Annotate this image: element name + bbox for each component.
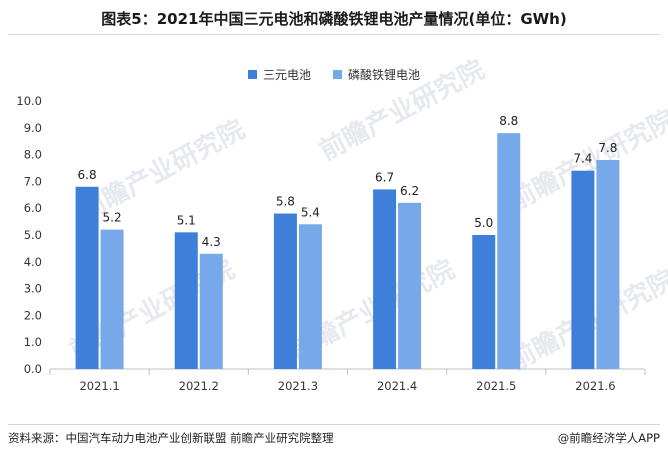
bar-ternary-2021.4 bbox=[373, 189, 397, 369]
y-tick-label: 10.0 bbox=[16, 94, 42, 108]
legend-label-series-2: 磷酸铁锂电池 bbox=[348, 68, 421, 82]
data-label: 6.7 bbox=[375, 170, 394, 184]
y-tick-label: 9.0 bbox=[24, 121, 42, 135]
bar-ternary-2021.2 bbox=[174, 232, 198, 369]
y-tick-label: 8.0 bbox=[24, 148, 42, 162]
x-tick-label: 2021.1 bbox=[79, 379, 119, 393]
brand-credit[interactable]: @前瞻经济学人APP bbox=[558, 430, 660, 446]
y-tick-label: 1.0 bbox=[24, 335, 42, 349]
bar-ternary-2021.5 bbox=[472, 235, 496, 369]
data-label: 5.4 bbox=[301, 205, 320, 219]
data-label: 5.0 bbox=[474, 216, 493, 230]
title-divider bbox=[8, 34, 660, 35]
x-tick-label: 2021.6 bbox=[575, 379, 615, 393]
chart-legend: 三元电池 磷酸铁锂电池 bbox=[0, 66, 668, 83]
footer-divider bbox=[8, 424, 660, 425]
x-tick-label: 2021.4 bbox=[377, 379, 417, 393]
y-tick-label: 6.0 bbox=[24, 201, 42, 215]
bar-lfp-2021.3 bbox=[298, 224, 322, 369]
legend-swatch-series-1 bbox=[247, 70, 257, 79]
legend-item-series-2[interactable]: 磷酸铁锂电池 bbox=[333, 66, 420, 83]
bar-lfp-2021.4 bbox=[398, 202, 422, 369]
brand-label: @前瞻经济学人APP bbox=[557, 431, 660, 445]
bar-ternary-2021.1 bbox=[75, 186, 99, 369]
data-label: 5.2 bbox=[103, 211, 122, 225]
y-tick-label: 5.0 bbox=[24, 228, 42, 242]
data-label: 8.8 bbox=[499, 114, 518, 128]
chart-title: 图表5：2021年中国三元电池和磷酸铁锂电池产量情况(单位：GWh) bbox=[101, 10, 567, 28]
bar-lfp-2021.6 bbox=[596, 159, 620, 369]
x-tick-label: 2021.5 bbox=[476, 379, 516, 393]
y-tick-label: 4.0 bbox=[24, 255, 42, 269]
data-label: 7.8 bbox=[598, 141, 617, 155]
bar-lfp-2021.1 bbox=[100, 229, 124, 369]
x-tick-label: 2021.3 bbox=[278, 379, 318, 393]
y-tick-label: 2.0 bbox=[24, 308, 42, 322]
bar-ternary-2021.3 bbox=[273, 213, 297, 369]
data-label: 7.4 bbox=[573, 152, 592, 166]
y-tick-label: 0.0 bbox=[24, 362, 42, 376]
source-note: 资料来源：中国汽车动力电池产业创新联盟 前瞻产业研究院整理 bbox=[8, 431, 334, 445]
bar-lfp-2021.5 bbox=[497, 133, 521, 369]
footer: 资料来源：中国汽车动力电池产业创新联盟 前瞻产业研究院整理 @前瞻经济学人APP bbox=[8, 430, 660, 446]
bar-lfp-2021.2 bbox=[199, 253, 223, 369]
x-tick-label: 2021.2 bbox=[179, 379, 219, 393]
data-label: 5.8 bbox=[276, 195, 295, 209]
legend-swatch-series-2 bbox=[333, 70, 342, 79]
data-label: 5.1 bbox=[177, 213, 196, 227]
legend-label-series-1: 三元电池 bbox=[262, 68, 311, 82]
legend-item-series-1[interactable]: 三元电池 bbox=[247, 66, 311, 83]
y-tick-label: 3.0 bbox=[24, 282, 42, 296]
y-tick-label: 7.0 bbox=[24, 174, 42, 188]
data-label: 4.3 bbox=[202, 235, 221, 249]
data-label: 6.2 bbox=[400, 184, 419, 198]
data-label: 6.8 bbox=[78, 168, 97, 182]
bar-ternary-2021.6 bbox=[571, 170, 595, 369]
